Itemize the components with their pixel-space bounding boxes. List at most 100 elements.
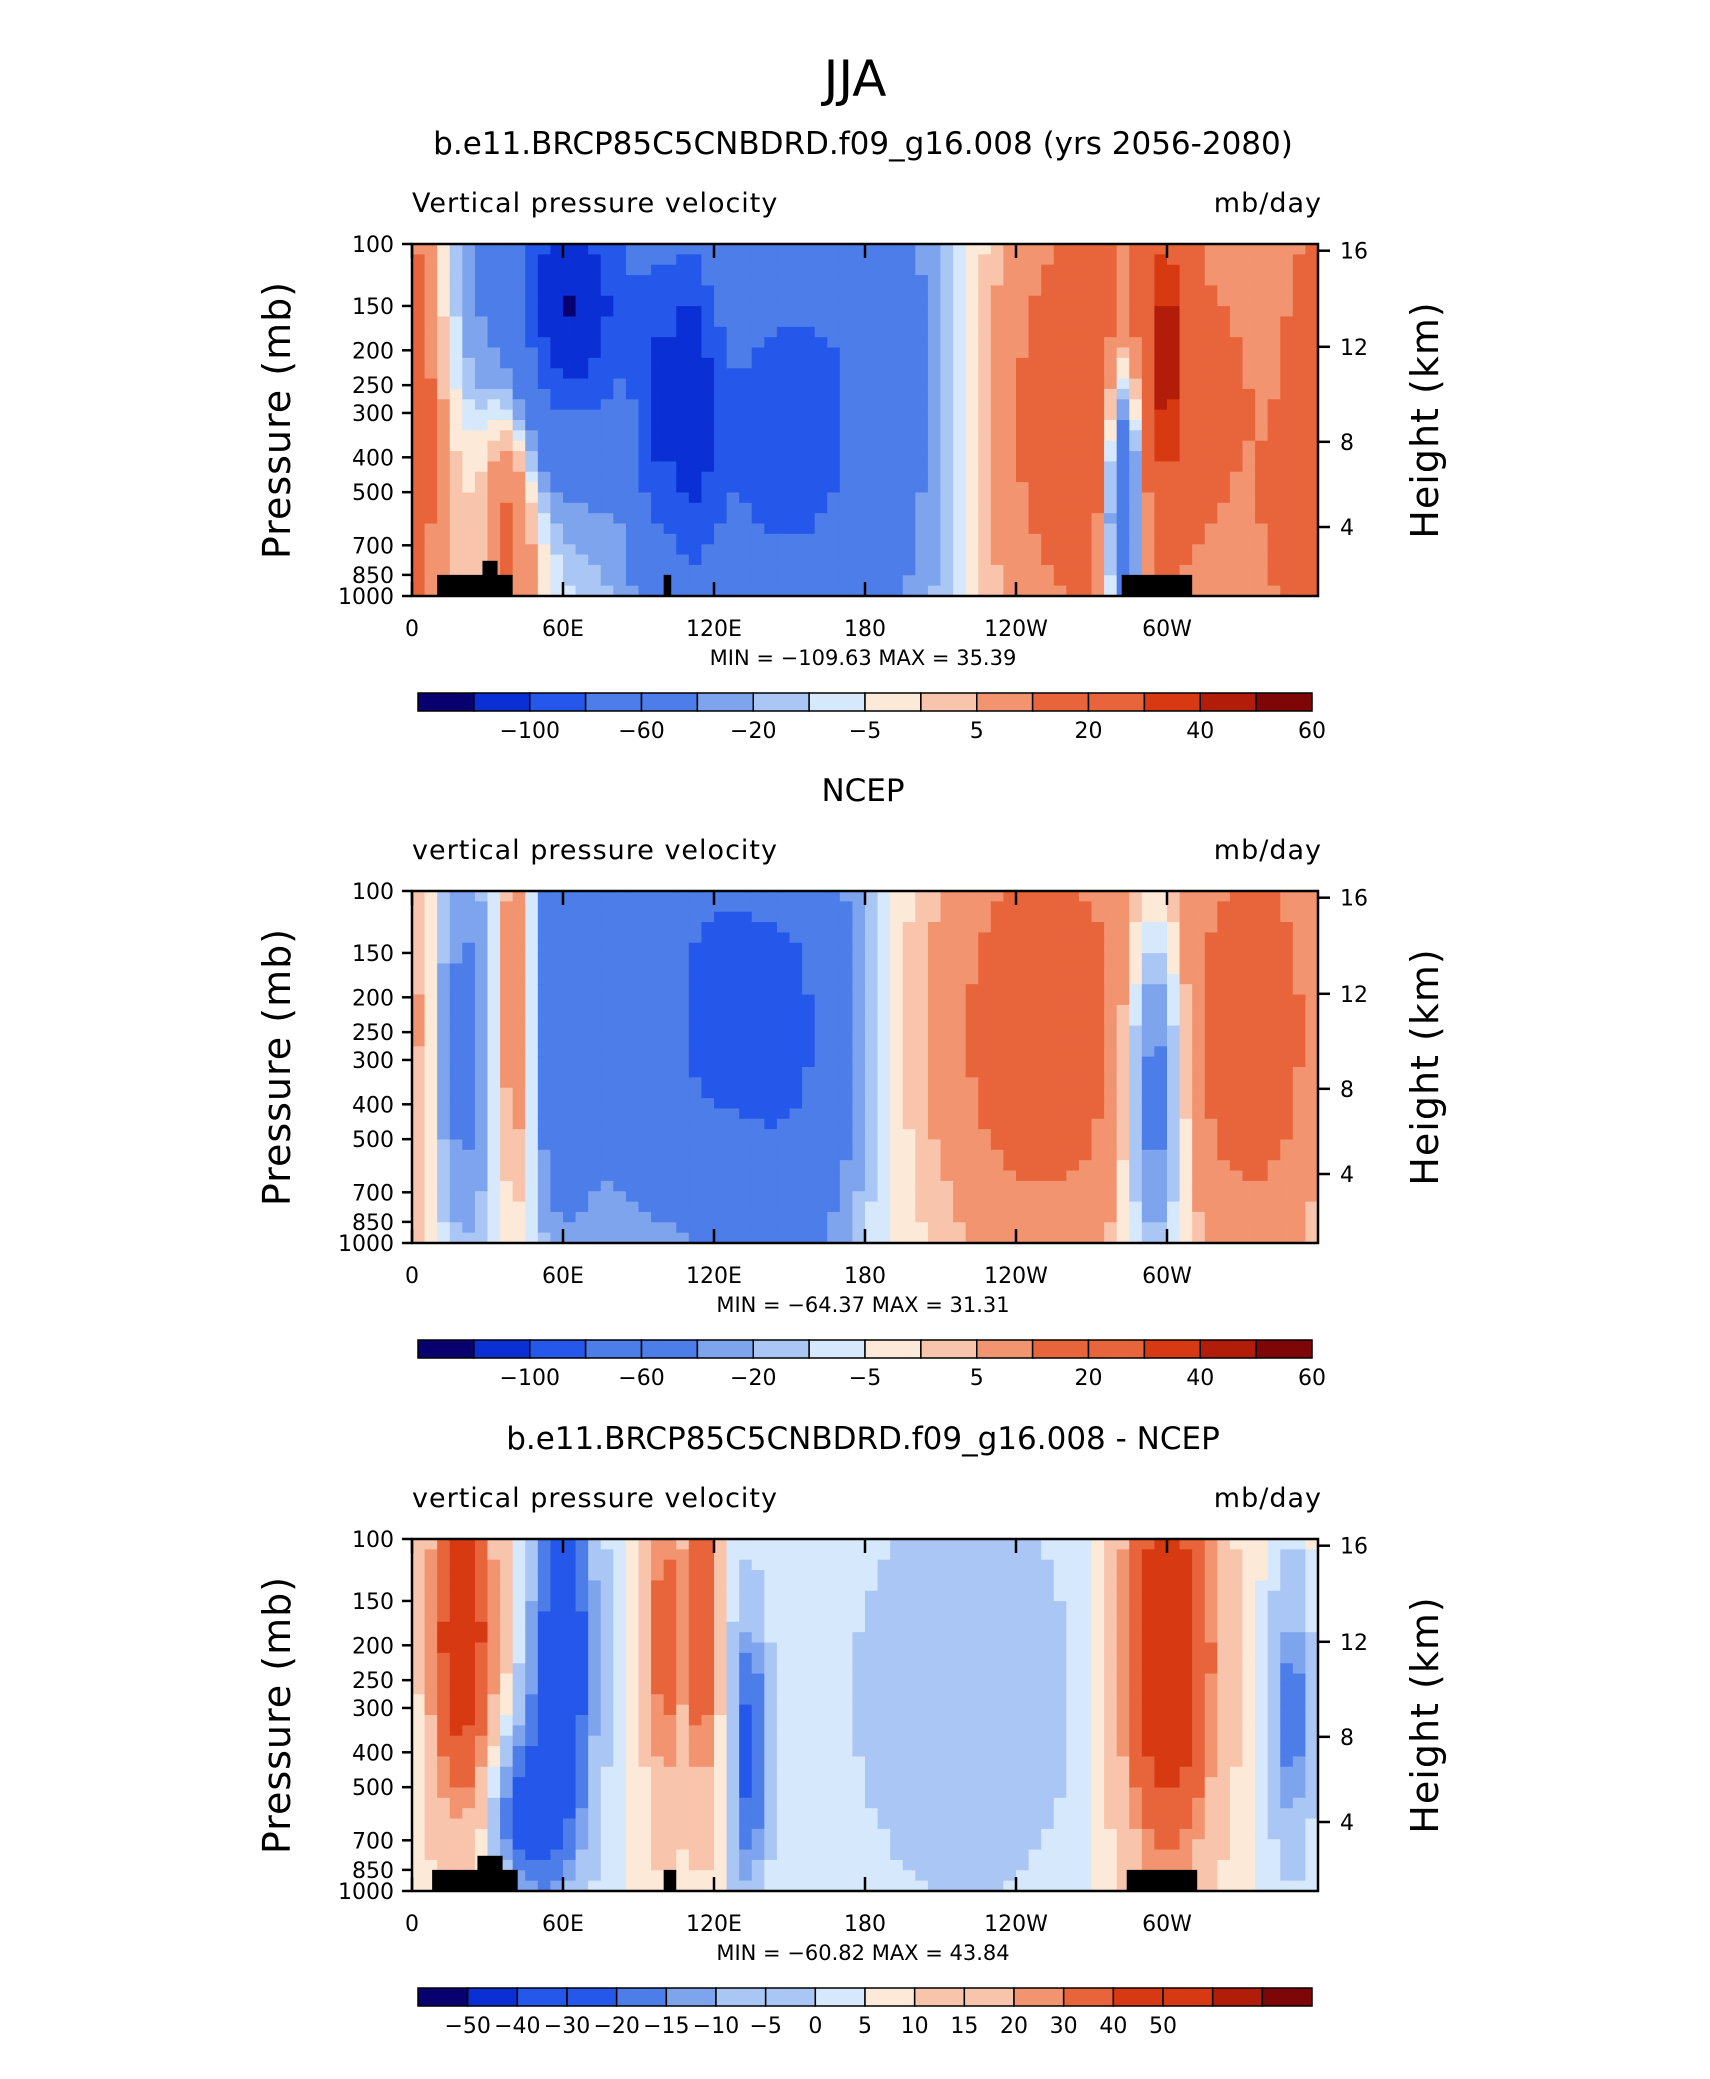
heatmap-cell: [1154, 565, 1167, 576]
heatmap-cell: [1041, 316, 1054, 327]
heatmap-cell: [1016, 399, 1029, 410]
heatmap-cell: [1003, 984, 1016, 995]
heatmap-cell: [915, 1108, 928, 1119]
heatmap-cell: [1041, 1077, 1054, 1088]
heatmap-cell: [525, 1129, 538, 1140]
heatmap-cell: [475, 1160, 488, 1171]
colorbar-box: [418, 693, 474, 711]
heatmap-cell: [840, 524, 853, 535]
heatmap-cell: [1305, 327, 1318, 338]
heatmap-cell: [978, 1098, 991, 1109]
heatmap-cell: [1029, 1191, 1042, 1202]
heatmap-cell: [1205, 358, 1218, 369]
heatmap-cell: [1217, 399, 1230, 410]
heatmap-cell: [513, 1139, 526, 1150]
heatmap-cell: [1243, 316, 1256, 327]
heatmap-cell: [538, 410, 551, 421]
heatmap-cell: [425, 410, 438, 421]
heatmap-cell: [1230, 1119, 1243, 1130]
heatmap-cell: [664, 513, 677, 524]
heatmap-cell: [664, 285, 677, 296]
heatmap-cell: [1066, 348, 1079, 359]
heatmap-cell: [840, 461, 853, 472]
heatmap-cell: [1054, 316, 1067, 327]
heatmap-cell: [513, 1036, 526, 1047]
heatmap-cell: [1205, 503, 1218, 514]
heatmap-cell: [1079, 420, 1092, 431]
heatmap-cell: [802, 534, 815, 545]
heatmap-cell: [626, 492, 639, 503]
heatmap-cell: [752, 265, 765, 276]
heatmap-cell: [1104, 953, 1117, 964]
heatmap-cell: [1305, 285, 1318, 296]
heatmap-cell: [1003, 244, 1016, 255]
heatmap-cell: [1016, 544, 1029, 555]
heatmap-cell: [613, 963, 626, 974]
heatmap-cell: [727, 244, 740, 255]
heatmap-cell: [513, 358, 526, 369]
heatmap-cell: [903, 1077, 916, 1088]
heatmap-cell: [991, 1036, 1004, 1047]
heatmap-cell: [1129, 1171, 1142, 1182]
heatmap-cell: [1255, 1046, 1268, 1057]
heatmap-cell: [1142, 1046, 1155, 1057]
heatmap-cell: [953, 984, 966, 995]
heatmap-cell: [437, 555, 450, 566]
heatmap-cell: [462, 1088, 475, 1099]
heatmap-cell: [513, 1088, 526, 1099]
heatmap-cell: [1079, 472, 1092, 483]
heatmap-cell: [1293, 1067, 1306, 1078]
heatmap-cell: [991, 1088, 1004, 1099]
heatmap-cell: [525, 1119, 538, 1130]
heatmap-cell: [1217, 327, 1230, 338]
heatmap-cell: [890, 275, 903, 286]
heatmap-cell: [500, 275, 513, 286]
heatmap-cell: [651, 399, 664, 410]
heatmap-cell: [538, 254, 551, 265]
heatmap-cell: [1129, 1077, 1142, 1088]
heatmap-cell: [425, 1181, 438, 1192]
heatmap-cell: [576, 1139, 589, 1150]
heatmap-cell: [978, 1005, 991, 1016]
heatmap-cell: [1305, 1088, 1318, 1099]
heatmap-cell: [689, 1191, 702, 1202]
heatmap-cell: [865, 265, 878, 276]
heatmap-cell: [613, 244, 626, 255]
heatmap-cell: [626, 368, 639, 379]
heatmap-cell: [714, 1067, 727, 1078]
heatmap-cell: [840, 1088, 853, 1099]
heatmap-cell: [727, 461, 740, 472]
heatmap-cell: [1003, 1005, 1016, 1016]
heatmap-cell: [1255, 316, 1268, 327]
heatmap-cell: [1142, 482, 1155, 493]
heatmap-cell: [727, 524, 740, 535]
heatmap-cell: [878, 1212, 891, 1223]
heatmap-cell: [651, 963, 664, 974]
heatmap-cell: [991, 922, 1004, 933]
heatmap-cell: [890, 482, 903, 493]
heatmap-cell: [991, 461, 1004, 472]
heatmap-cell: [752, 1077, 765, 1088]
heatmap-cell: [815, 1108, 828, 1119]
heatmap-cell: [941, 1005, 954, 1016]
heatmap-cell: [1293, 1139, 1306, 1150]
heatmap-cell: [790, 565, 803, 576]
heatmap-cell: [777, 430, 790, 441]
heatmap-cell: [941, 316, 954, 327]
heatmap-cell: [1092, 254, 1105, 265]
heatmap-cell: [462, 1212, 475, 1223]
heatmap-cell: [1079, 1160, 1092, 1171]
heatmap-cell: [1029, 1129, 1042, 1140]
heatmap-cell: [903, 451, 916, 462]
heatmap-cell: [613, 1005, 626, 1016]
heatmap-cell: [1217, 358, 1230, 369]
heatmap-cell: [714, 244, 727, 255]
heatmap-cell: [437, 1077, 450, 1088]
heatmap-cell: [991, 399, 1004, 410]
heatmap-cell: [739, 953, 752, 964]
heatmap-cell: [1003, 922, 1016, 933]
heatmap-cell: [1066, 285, 1079, 296]
heatmap-cell: [437, 451, 450, 462]
heatmap-cell: [714, 963, 727, 974]
heatmap-cell: [462, 254, 475, 265]
